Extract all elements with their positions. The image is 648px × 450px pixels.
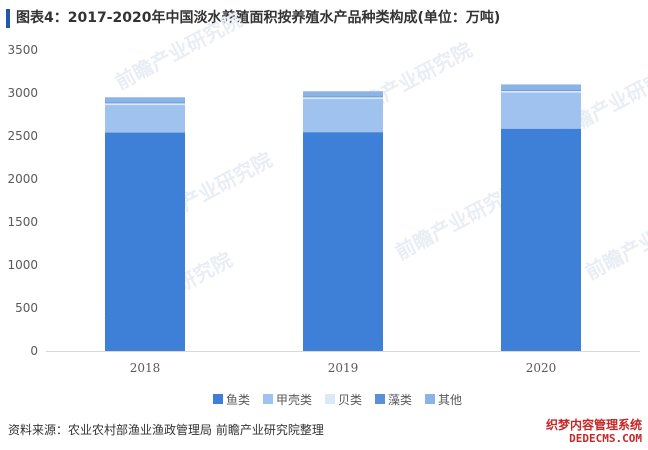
y-tick-label: 0 xyxy=(30,344,38,358)
legend-label: 贝类 xyxy=(338,393,362,407)
y-tick-label: 500 xyxy=(15,301,38,315)
legend-swatch xyxy=(263,394,273,404)
bar-segment-2018-1 xyxy=(105,132,185,351)
bars xyxy=(105,84,581,351)
corner-watermark-line1: 织梦内容管理系统 xyxy=(545,418,642,432)
y-tick-label: 3500 xyxy=(7,43,38,57)
y-tick-label: 2500 xyxy=(7,129,38,143)
bar-segment-2019-2 xyxy=(303,99,383,133)
y-tick-label: 1500 xyxy=(7,215,38,229)
y-axis: 0 500 1000 1500 2000 2500 3000 3500 xyxy=(7,43,38,358)
x-tick-label: 2020 xyxy=(526,361,557,375)
bar-segment-2019-4 xyxy=(303,96,383,98)
x-axis: 2018 2019 2020 xyxy=(46,351,640,375)
legend-label: 鱼类 xyxy=(226,393,250,407)
legend-label: 其他 xyxy=(438,393,462,407)
bar-segment-2018-2 xyxy=(105,105,185,133)
source-note: 资料来源：农业农村部渔业渔政管理局 前瞻产业研究院整理 xyxy=(8,423,324,437)
x-tick-label: 2018 xyxy=(130,361,161,375)
bar-segment-2020-5 xyxy=(501,84,581,90)
bar-segment-2019-3 xyxy=(303,97,383,100)
legend-swatch xyxy=(425,394,435,404)
bar-segment-2018-4 xyxy=(105,102,185,104)
bar-segment-2018-3 xyxy=(105,103,185,106)
legend: 鱼类 甲壳类 贝类 藻类 其他 xyxy=(213,393,462,407)
bar-segment-2020-1 xyxy=(501,128,581,351)
legend-swatch xyxy=(375,394,385,404)
legend-swatch xyxy=(213,394,223,404)
bar-segment-2018-5 xyxy=(105,97,185,103)
x-tick-label: 2019 xyxy=(328,361,359,375)
y-tick-label: 2000 xyxy=(7,172,38,186)
corner-watermark: 织梦内容管理系统 DEDECMS.COM xyxy=(536,414,646,448)
watermark-text: 前瞻产业研究院 xyxy=(581,197,648,284)
chart-title: 图表4：2017-2020年中国淡水养殖面积按养殖水产品种类构成(单位：万吨) xyxy=(16,10,501,26)
bar-segment-2020-4 xyxy=(501,89,581,91)
bar-segment-2019-5 xyxy=(303,91,383,97)
legend-label: 甲壳类 xyxy=(276,393,312,407)
y-tick-label: 1000 xyxy=(7,258,38,272)
bar-segment-2020-3 xyxy=(501,90,581,93)
legend-swatch xyxy=(325,394,335,404)
watermark-text: 前瞻产业研究院 xyxy=(111,7,246,94)
y-tick-label: 3000 xyxy=(7,86,38,100)
corner-watermark-line2: DEDECMS.COM xyxy=(569,432,642,445)
legend-label: 藻类 xyxy=(388,393,412,407)
chart-title-row: 图表4：2017-2020年中国淡水养殖面积按养殖水产品种类构成(单位：万吨) xyxy=(0,0,648,34)
bar-segment-2019-1 xyxy=(303,132,383,351)
bar-segment-2020-2 xyxy=(501,92,581,129)
title-accent-bar xyxy=(6,9,10,28)
